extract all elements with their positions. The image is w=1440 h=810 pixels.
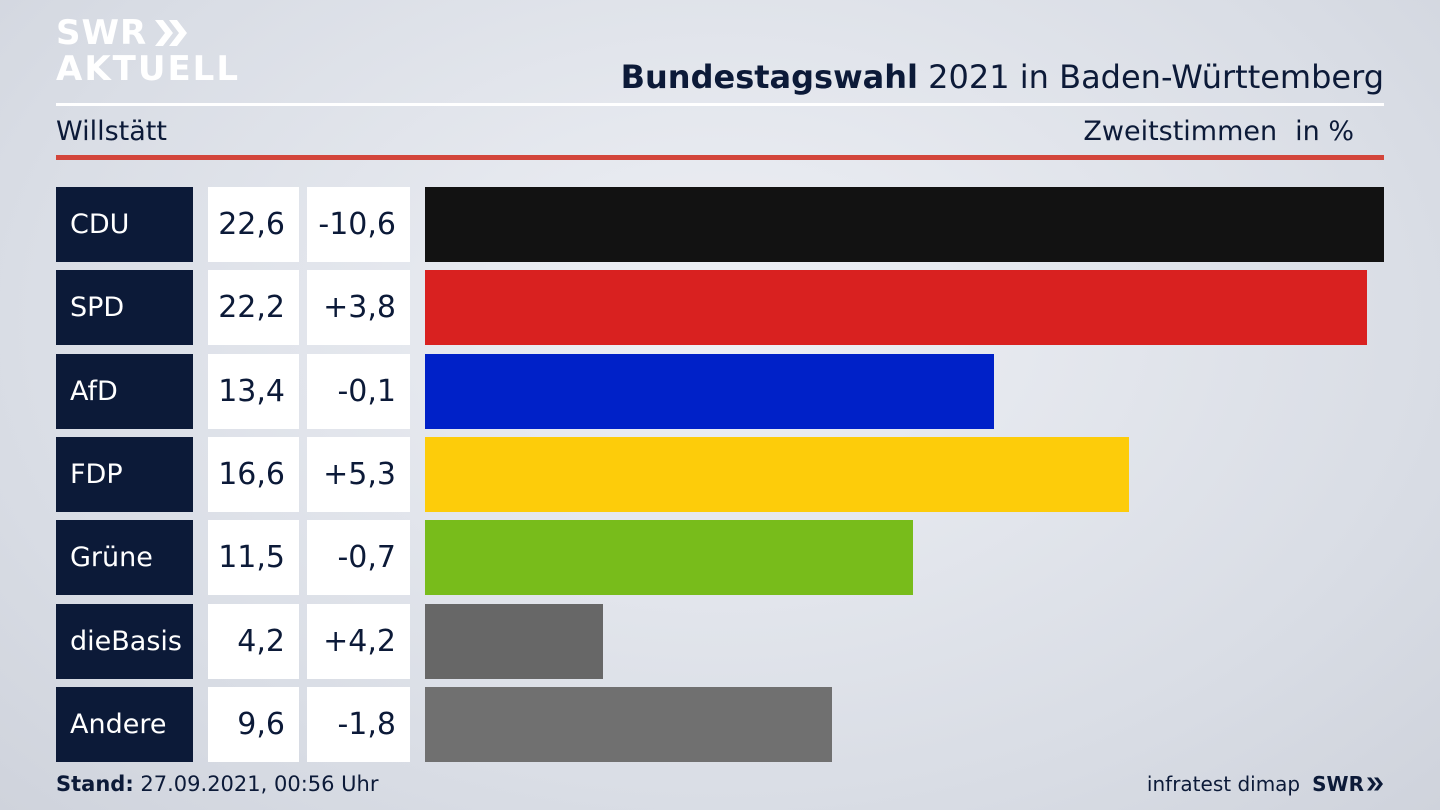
- result-bar: [425, 354, 994, 429]
- result-row: SPD 22,2 +3,8: [56, 270, 1384, 345]
- result-row: dieBasis 4,2 +4,2: [56, 604, 1384, 679]
- logo-line1: SWR: [56, 13, 148, 53]
- result-row: AfD 13,4 -0,1: [56, 354, 1384, 429]
- accent-divider: [56, 155, 1384, 160]
- vote-share-label: 9,6: [208, 687, 299, 762]
- result-bar: [425, 687, 832, 762]
- swr-brand: SWR: [1312, 772, 1364, 796]
- party-label: Grüne: [56, 520, 193, 595]
- change-label: -0,7: [307, 520, 410, 595]
- vote-share-label: 16,6: [208, 437, 299, 512]
- party-label: FDP: [56, 437, 193, 512]
- title-rest: 2021 in Baden-Württemberg: [917, 58, 1384, 96]
- change-label: -1,8: [307, 687, 410, 762]
- result-bar: [425, 187, 1384, 262]
- page-title: Bundestagswahl 2021 in Baden-Württemberg: [621, 58, 1384, 96]
- result-bar: [425, 437, 1129, 512]
- party-label: SPD: [56, 270, 193, 345]
- stand-value: 27.09.2021, 00:56 Uhr: [133, 772, 379, 796]
- metric-unit: in %: [1295, 116, 1354, 147]
- result-bar: [425, 604, 603, 679]
- party-label: dieBasis: [56, 604, 193, 679]
- source-label: infratest dimap: [1146, 772, 1301, 796]
- swr-small-logo: SWR: [1312, 772, 1384, 796]
- vote-share-label: 13,4: [208, 354, 299, 429]
- change-label: +3,8: [307, 270, 410, 345]
- stand-label: Stand:: [56, 772, 134, 796]
- party-label: Andere: [56, 687, 193, 762]
- result-row: CDU 22,6 -10,6: [56, 187, 1384, 262]
- vote-share-label: 22,2: [208, 270, 299, 345]
- title-bold: Bundestagswahl: [620, 58, 918, 96]
- result-row: FDP 16,6 +5,3: [56, 437, 1384, 512]
- double-chevron-small-icon: [1367, 777, 1383, 791]
- vote-share-label: 22,6: [208, 187, 299, 262]
- change-label: -10,6: [307, 187, 410, 262]
- vote-share-label: 11,5: [208, 520, 299, 595]
- logo-line2: AKTUELL: [56, 49, 241, 89]
- result-row: Grüne 11,5 -0,7: [56, 520, 1384, 595]
- metric-label: Zweitstimmen in %: [1083, 116, 1354, 147]
- party-label: AfD: [56, 354, 193, 429]
- place-name: Willstätt: [56, 116, 167, 147]
- change-label: +4,2: [307, 604, 410, 679]
- change-label: +5,3: [307, 437, 410, 512]
- result-row: Andere 9,6 -1,8: [56, 687, 1384, 762]
- double-chevron-icon: [155, 20, 188, 46]
- party-label: CDU: [56, 187, 193, 262]
- vote-share-label: 4,2: [208, 604, 299, 679]
- swr-aktuell-logo: SWR AKTUELL: [56, 16, 240, 86]
- timestamp: Stand: 27.09.2021, 00:56 Uhr: [56, 772, 379, 796]
- result-bar: [425, 270, 1367, 345]
- result-bar: [425, 520, 913, 595]
- header-divider: [56, 103, 1384, 106]
- change-label: -0,1: [307, 354, 410, 429]
- footer-source: infratest dimap SWR: [1147, 772, 1384, 796]
- metric-name: Zweitstimmen: [1083, 116, 1278, 147]
